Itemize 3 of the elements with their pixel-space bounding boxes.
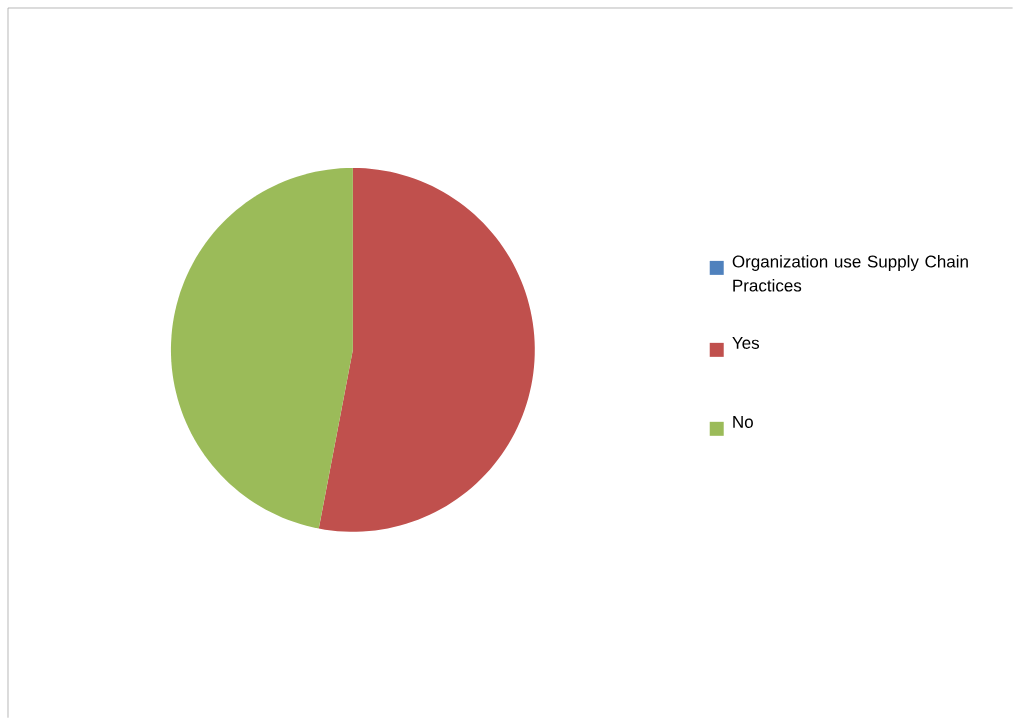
legend-label: Yes <box>732 337 760 349</box>
legend-label: No <box>733 415 753 428</box>
legend-label: Organization use Supply Chain Practices <box>732 255 968 292</box>
